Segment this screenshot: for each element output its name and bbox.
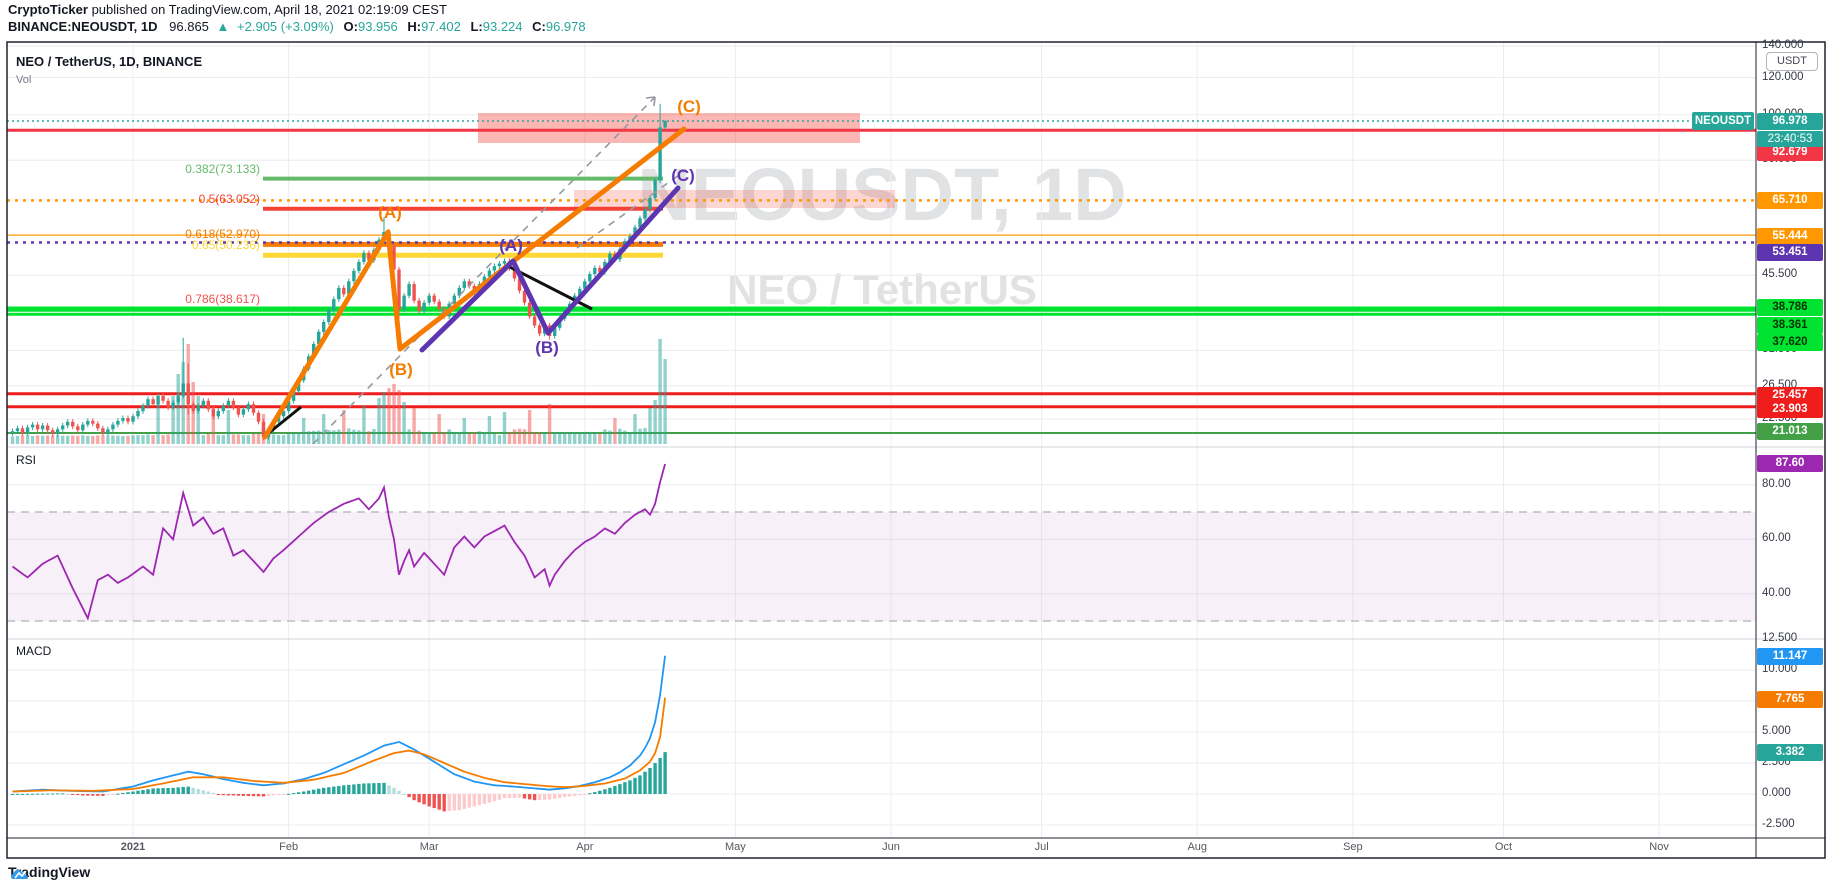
time-axis-label: Aug [1187, 841, 1208, 853]
currency-unit-badge[interactable]: USDT [1766, 52, 1818, 71]
macd-line [12, 655, 666, 793]
up-arrow-icon: ▲ [216, 19, 230, 34]
last-price: 96.865 [169, 19, 209, 34]
publisher-name: CryptoTicker [8, 2, 88, 17]
close-value: 96.978 [545, 19, 586, 34]
tradingview-logo-text: TradingView [8, 864, 91, 880]
time-axis-label: Nov [1649, 841, 1669, 853]
time-axis-label: 2021 [120, 841, 146, 853]
chart-legend[interactable]: NEO / TetherUS, 1D, BINANCE [16, 54, 203, 69]
macd-histogram [10, 752, 667, 812]
time-axis-label: Apr [576, 841, 594, 853]
elliott-wave-label[interactable]: (A) [499, 236, 523, 255]
close-label: C: [532, 19, 546, 34]
time-axis-label: Feb [279, 841, 299, 853]
fib-level-label[interactable]: 0.618(52.970) [185, 227, 260, 242]
pane-separators [6, 41, 1826, 859]
orange-wave-drawing[interactable] [262, 126, 687, 440]
open-value: 93.956 [357, 19, 398, 34]
purple-wave-drawing[interactable] [419, 185, 681, 353]
macd-signal-line [12, 697, 666, 793]
watermark-symbol: NEOUSDT, 1D [637, 153, 1127, 236]
rsi-line [11, 463, 666, 621]
symbol-status-row: BINANCE:NEOUSDT, 1D 96.865 ▲ +2.905 (+3.… [8, 19, 586, 34]
publish-details: published on TradingView.com, April 18, … [87, 2, 447, 17]
high-label: H: [407, 19, 422, 34]
symbol-name: BINANCE:NEOUSDT, 1D [8, 19, 158, 34]
rsi-indicator-label[interactable]: RSI [16, 453, 37, 467]
rsi-band [7, 511, 1756, 622]
elliott-wave-label[interactable]: (C) [671, 166, 695, 185]
open-label: O: [343, 19, 358, 34]
time-axis-label: Mar [419, 841, 439, 853]
ticker-price-flag: NEOUSDT [1692, 112, 1754, 130]
fib-level-label[interactable]: 0.65(50.236) [191, 238, 260, 253]
high-value: 97.402 [421, 19, 461, 34]
tradingview-logo[interactable]: TradingView [8, 864, 90, 880]
elliott-wave-label[interactable]: (B) [389, 360, 413, 379]
grid [7, 42, 1756, 838]
low-label: L: [470, 19, 483, 34]
price-change: +2.905 (+3.09%) [237, 19, 334, 34]
tradingview-logo-icon [11, 870, 28, 879]
macd-indicator-label[interactable]: MACD [16, 644, 52, 658]
elliott-wave-label[interactable]: (C) [677, 97, 701, 116]
watermark-name: NEO / TetherUS [727, 266, 1037, 313]
time-axis-label: Jul [1034, 841, 1049, 853]
fib-level-label[interactable]: 0.786(38.617) [185, 291, 260, 306]
fib-level-label[interactable]: 0.5(63.052) [198, 191, 260, 206]
elliott-wave-label[interactable]: (A) [378, 203, 402, 222]
volume-indicator-label[interactable]: Vol [16, 74, 32, 86]
time-axis-label: Oct [1494, 841, 1513, 853]
low-value: 93.224 [482, 19, 523, 34]
time-axis-label: Sep [1343, 841, 1363, 853]
time-axis-label: May [725, 841, 746, 853]
time-axis-label: Jun [882, 841, 900, 853]
fib-level-label[interactable]: 0.382(73.133) [185, 161, 260, 176]
publish-info: CryptoTicker published on TradingView.co… [8, 2, 447, 17]
volume-bars [10, 339, 667, 445]
dashed-trend-channel[interactable] [312, 96, 687, 445]
elliott-wave-label[interactable]: (B) [535, 338, 559, 357]
